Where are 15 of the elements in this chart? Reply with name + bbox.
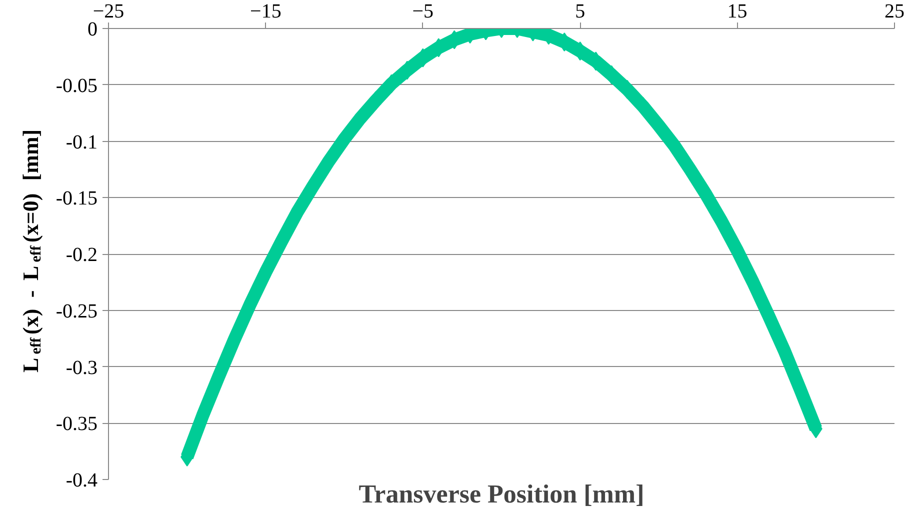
y-tick-label: -0.35 [56,413,98,436]
y-tick-label: -0.25 [56,300,98,322]
y-tick-label: -0.05 [56,74,98,97]
y-axis-title: Leff(x) - Leff(x=0) [mm] [18,129,44,373]
x-tick-label: −15 [250,0,282,22]
y-tick-label: -0.15 [56,188,98,210]
y-tick-label: -0.2 [66,244,98,266]
y-tick-label: -0.3 [66,356,98,379]
x-tick-label: 25 [884,0,904,22]
x-tick-label: 5 [575,0,586,22]
y-tick-label: -0.4 [66,470,98,492]
x-tick-label: −5 [412,0,434,22]
y-tick-label: -0.1 [66,131,98,154]
x-tick-label: 15 [727,0,748,22]
x-axis-title: Transverse Position [mm] [358,480,644,508]
